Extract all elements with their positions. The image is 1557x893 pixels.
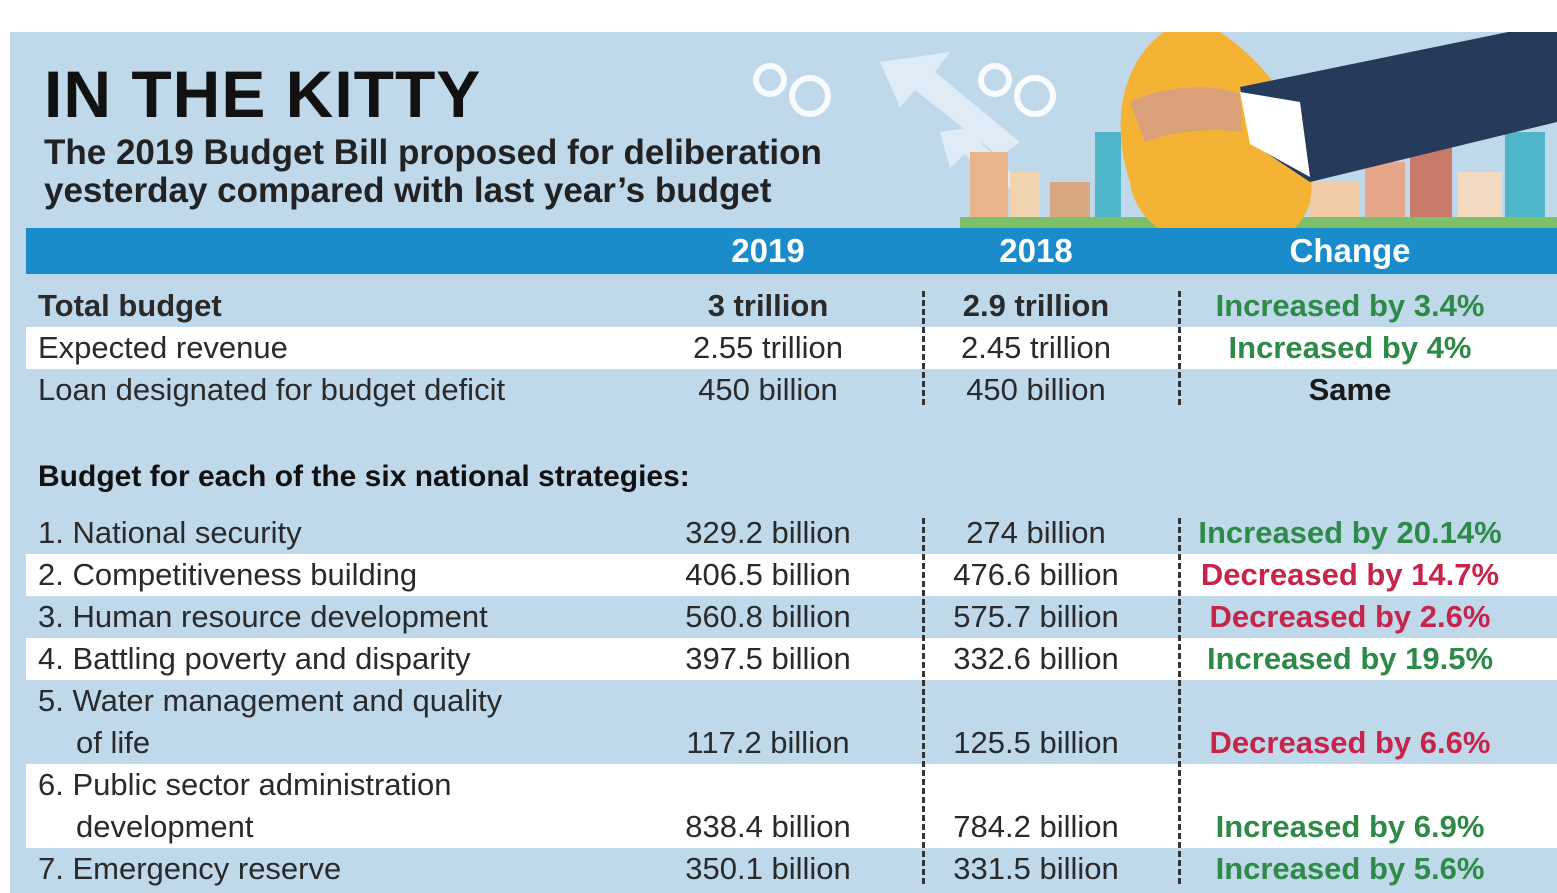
value-y2018: 331.5 billion	[953, 851, 1119, 886]
column-heading: Change	[1289, 232, 1411, 269]
table-row: 5. Water management and quality of life 11…	[26, 680, 1557, 764]
table-row: Expected revenue 2.55 trillion 2.45 trilli…	[26, 327, 1557, 369]
column-header: 2019 2018 Change	[26, 228, 1557, 274]
row-label: Total budget	[38, 285, 222, 327]
title: IN THE KITTY	[44, 57, 482, 131]
label-line: 6. Public sector administration	[38, 767, 452, 802]
change: Increased by 3.4%	[1215, 288, 1485, 323]
label-line: 4. Battling poverty and disparity	[38, 641, 471, 676]
change: Increased by 6.9%	[1215, 809, 1485, 844]
row-label: Loan designated for budget deficit	[38, 369, 505, 411]
value-y2018: 575.7 billion	[953, 599, 1119, 634]
change: Decreased by 6.6%	[1209, 725, 1491, 760]
value-y2018: 476.6 billion	[953, 557, 1119, 592]
subtitle-line: The 2019 Budget Bill proposed for delibe…	[44, 133, 822, 172]
change: Decreased by 14.7%	[1200, 557, 1500, 592]
change: Increased by 19.5%	[1206, 641, 1494, 676]
table-row: 6. Public sector administration developme…	[26, 764, 1557, 848]
row-label: 6. Public sector administration developme…	[38, 764, 452, 848]
row-label: 1. National security	[38, 512, 302, 554]
column-separator	[1178, 291, 1181, 405]
label-line: Loan designated for budget deficit	[38, 372, 506, 407]
change: Decreased by 2.6%	[1209, 599, 1491, 634]
row-label: 7. Emergency reserve	[38, 848, 341, 890]
value-y2019: 2.55 trillion	[693, 330, 843, 365]
value-y2019: 406.5 billion	[685, 557, 851, 592]
change: Increased by 4%	[1228, 330, 1472, 365]
change: Increased by 5.6%	[1215, 851, 1485, 886]
column-heading: 2019	[731, 232, 805, 269]
value-y2019: 3 trillion	[707, 288, 829, 323]
label-line: 3. Human resource development	[38, 599, 488, 634]
column-separator	[922, 291, 925, 405]
subtitle-line: yesterday compared with last year’s budg…	[44, 171, 772, 210]
row-label: 2. Competitiveness building	[38, 554, 417, 596]
value-y2019: 117.2 billion	[686, 725, 850, 760]
row-label: Expected revenue	[38, 327, 288, 369]
value-y2019: 329.2 billion	[685, 515, 851, 550]
value-y2018: 332.6 billion	[953, 641, 1119, 676]
table-row: 4. Battling poverty and disparity 397.5 b…	[26, 638, 1557, 680]
label-line: 1. National security	[38, 515, 302, 550]
label-line: development	[76, 809, 254, 844]
change: Same	[1308, 372, 1392, 407]
table-row: 3. Human resource development 560.8 billi…	[26, 596, 1557, 638]
value-y2019: 450 billion	[698, 372, 838, 407]
label-line: 2. Competitiveness building	[38, 557, 418, 592]
table-row: 1. National security 329.2 billion 274 bil…	[26, 512, 1557, 554]
column-separator	[1178, 518, 1181, 884]
row-label: 5. Water management and quality of life	[38, 680, 502, 764]
table-row: Total budget 3 trillion 2.9 trillion Increa…	[26, 285, 1557, 327]
value-y2018: 125.5 billion	[953, 725, 1119, 760]
value-y2018: 450 billion	[966, 372, 1106, 407]
column-heading: 2018	[999, 232, 1073, 269]
table-row: 2. Competitiveness building 406.5 billion…	[26, 554, 1557, 596]
infographic: IN THE KITTY The 2019 Budget Bill propos…	[10, 32, 1557, 893]
subtitle: The 2019 Budget Bill proposed for delibe…	[44, 134, 822, 210]
value-y2018: 274 billion	[966, 515, 1106, 550]
value-y2018: 2.45 trillion	[961, 330, 1111, 365]
value-y2019: 560.8 billion	[685, 599, 851, 634]
value-y2018: 2.9 trillion	[962, 288, 1110, 323]
value-y2019: 350.1 billion	[685, 851, 851, 886]
change: Increased by 20.14%	[1198, 515, 1502, 550]
row-label: 3. Human resource development	[38, 596, 488, 638]
table-row: Loan designated for budget deficit 450 bi…	[26, 369, 1557, 411]
label-line: of life	[76, 725, 151, 760]
value-y2019: 838.4 billion	[685, 809, 851, 844]
row-label: 4. Battling poverty and disparity	[38, 638, 471, 680]
section-title: Budget for each of the six national stra…	[38, 460, 690, 493]
label-line: 7. Emergency reserve	[38, 851, 342, 886]
label-line: Total budget	[38, 288, 222, 323]
decoration	[753, 32, 1557, 251]
table-row: 7. Emergency reserve 350.1 billion 331.5 b…	[26, 848, 1557, 890]
value-y2019: 397.5 billion	[685, 641, 851, 676]
label-line: 5. Water management and quality	[38, 683, 503, 718]
label-line: Expected revenue	[38, 330, 288, 365]
value-y2018: 784.2 billion	[953, 809, 1119, 844]
column-separator	[922, 518, 925, 884]
